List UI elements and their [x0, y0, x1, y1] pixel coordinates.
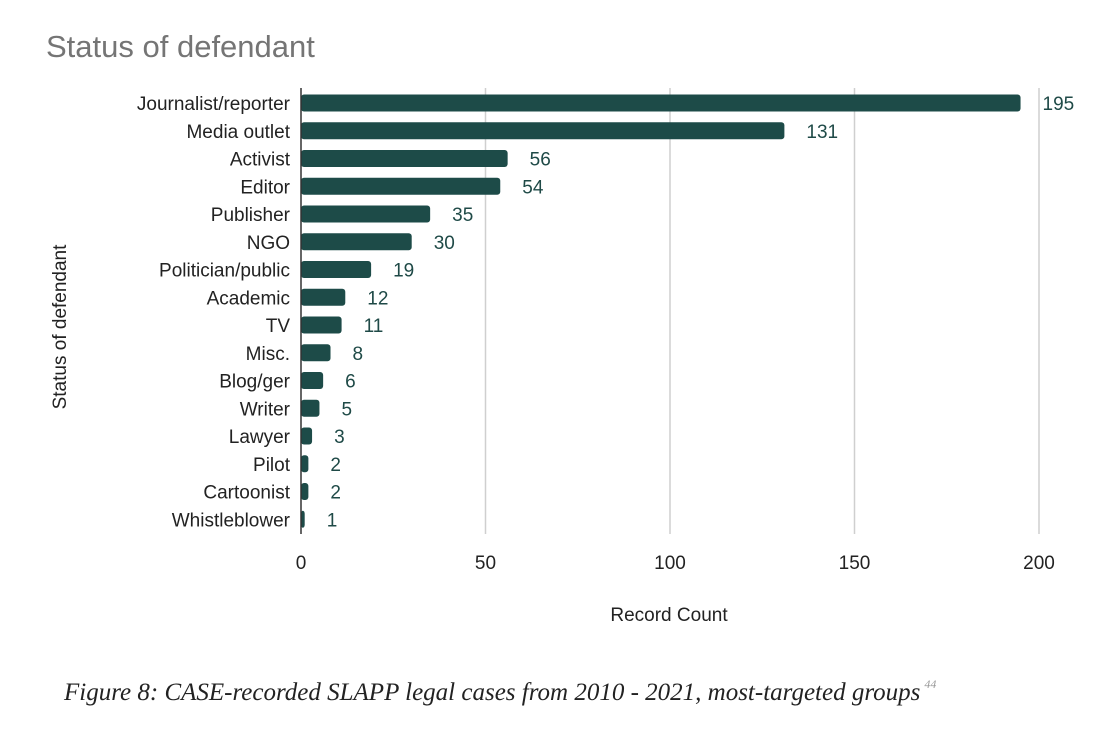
category-label: Editor	[240, 177, 290, 198]
chart-title: Status of defendant	[46, 29, 315, 64]
figure-caption: Figure 8: CASE-recorded SLAPP legal case…	[63, 677, 936, 706]
bar	[301, 288, 346, 306]
category-label: Pilot	[253, 455, 291, 476]
bars	[301, 94, 1021, 528]
category-label: Media outlet	[186, 122, 290, 143]
category-label: Cartoonist	[203, 483, 290, 504]
gridlines	[484, 88, 1040, 534]
bar	[301, 455, 309, 473]
category-label: Academic	[207, 288, 290, 309]
category-label: Misc.	[246, 344, 290, 365]
x-tick-label: 0	[296, 553, 307, 574]
value-label: 5	[341, 399, 352, 420]
value-label: 195	[1043, 94, 1075, 115]
bar	[301, 150, 508, 167]
bar	[301, 510, 305, 528]
bar	[301, 483, 309, 500]
category-label: Blog/ger	[219, 372, 290, 393]
y-axis-title: Status of defendant	[50, 244, 71, 410]
bar	[301, 205, 431, 223]
x-tick-label: 50	[475, 553, 496, 574]
value-label: 56	[530, 150, 551, 171]
category-label: Politician/public	[159, 261, 290, 282]
category-label: TV	[266, 316, 291, 337]
value-label: 6	[345, 372, 356, 393]
category-label: Journalist/reporter	[137, 94, 291, 115]
bar	[301, 344, 331, 362]
value-label: 3	[334, 427, 345, 448]
bar	[301, 261, 372, 278]
value-label: 1	[327, 510, 338, 531]
bar	[301, 233, 412, 251]
value-label: 131	[806, 122, 838, 143]
bar	[301, 122, 785, 140]
bar	[301, 316, 342, 334]
category-label: Lawyer	[229, 427, 291, 448]
category-label: Activist	[230, 150, 291, 171]
bar	[301, 372, 324, 389]
bar	[301, 94, 1021, 112]
value-label: 19	[393, 261, 414, 282]
caption-text: Figure 8: CASE-recorded SLAPP legal case…	[63, 679, 920, 706]
x-tick-label: 200	[1023, 553, 1055, 574]
bar	[301, 427, 313, 445]
value-label: 12	[367, 288, 388, 309]
category-label: Whistleblower	[172, 510, 291, 531]
category-label: NGO	[247, 233, 290, 254]
value-label: 54	[522, 177, 544, 198]
value-label: 30	[434, 233, 455, 254]
value-label: 11	[364, 316, 384, 337]
x-tick-label: 150	[839, 553, 871, 574]
footnote-marker: 44	[924, 677, 936, 691]
bar	[301, 399, 320, 417]
x-axis-title: Record Count	[610, 605, 728, 626]
value-label: 35	[452, 205, 473, 226]
bar	[301, 177, 501, 195]
value-label: 2	[330, 455, 341, 476]
value-label: 2	[330, 483, 341, 504]
x-tick-label: 100	[654, 553, 686, 574]
category-label: Writer	[240, 399, 291, 420]
category-label: Publisher	[211, 205, 291, 226]
value-label: 8	[353, 344, 364, 365]
